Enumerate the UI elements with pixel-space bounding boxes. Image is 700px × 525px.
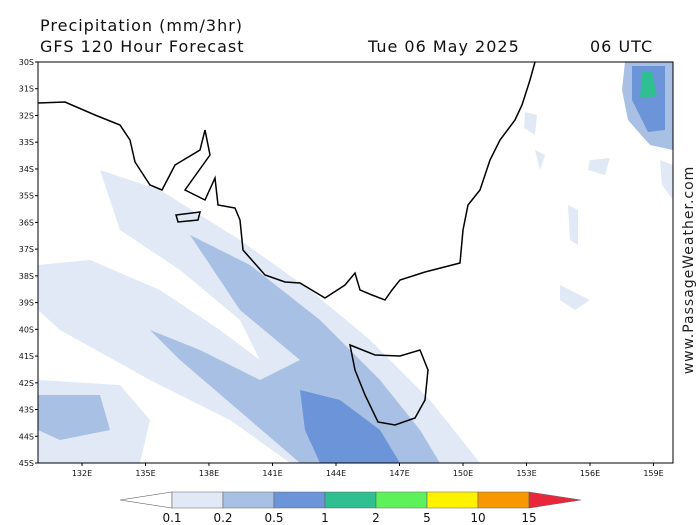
lat-label: 36S (19, 218, 34, 227)
map (37, 61, 674, 464)
lat-label: 38S (19, 272, 34, 281)
legend-swatch (528, 491, 582, 509)
lon-label: 156E (580, 469, 600, 478)
lat-label: 32S (19, 111, 34, 120)
lat-label: 33S (19, 138, 34, 147)
lon-label: 153E (516, 469, 536, 478)
legend-swatch (477, 491, 530, 509)
lat-label: 37S (19, 245, 34, 254)
lat-label: 31S (19, 85, 34, 94)
lat-label: 41S (19, 352, 34, 361)
precip-medium (150, 235, 440, 463)
legend-label: 0.1 (162, 511, 181, 525)
legend: 0.1 0.2 0.5 1 2 5 10 15 (119, 491, 582, 525)
lat-label: 42S (19, 379, 34, 388)
lon-label: 144E (326, 469, 346, 478)
legend-label: 15 (521, 511, 536, 525)
legend-swatch (324, 491, 377, 509)
lat-label: 35S (19, 192, 34, 201)
legend-swatch (273, 491, 326, 509)
legend-swatch (375, 491, 428, 509)
precip-medium (38, 395, 110, 440)
precip-heavy (632, 66, 665, 132)
lon-label: 150E (453, 469, 473, 478)
lat-label: 34S (19, 165, 34, 174)
tasmania (348, 343, 429, 426)
kangaroo-island (175, 211, 201, 223)
precip-heavy (300, 390, 400, 463)
map-frame (37, 61, 674, 464)
coastline (37, 61, 536, 301)
legend-swatch (426, 491, 479, 509)
title: Precipitation (mm/3hr) (40, 16, 243, 35)
lon-label: 135E (135, 469, 155, 478)
lat-label: 45S (19, 459, 34, 468)
legend-label: 5 (423, 511, 431, 525)
precip-green (640, 72, 657, 98)
legend-label: 0.2 (213, 511, 232, 525)
lon-label: 159E (643, 469, 663, 478)
lat-label: 43S (19, 406, 34, 415)
lat-label: 44S (19, 432, 34, 441)
legend-swatch (222, 491, 275, 509)
ticks: 30S 31S 32S 33S 34S 35S 36S 37S 38S 39S 40S 41S 42S 4… (19, 58, 664, 478)
legend-swatch (171, 491, 224, 509)
lon-label: 132E (72, 469, 92, 478)
lon-label: 141E (262, 469, 282, 478)
lon-label: 147E (389, 469, 409, 478)
time: 06 UTC (590, 37, 653, 56)
lat-label: 40S (19, 325, 34, 334)
watermark: www.PassageWeather.com (681, 166, 697, 375)
legend-label: 1 (321, 511, 329, 525)
lat-label: 30S (19, 58, 34, 67)
legend-swatch (119, 491, 173, 509)
lat-label: 39S (19, 299, 34, 308)
lon-label: 138E (199, 469, 219, 478)
legend-label: 0.5 (264, 511, 283, 525)
subtitle: GFS 120 Hour Forecast (40, 37, 245, 56)
legend-label: 2 (372, 511, 380, 525)
legend-label: 10 (470, 511, 485, 525)
date: Tue 06 May 2025 (367, 37, 520, 56)
